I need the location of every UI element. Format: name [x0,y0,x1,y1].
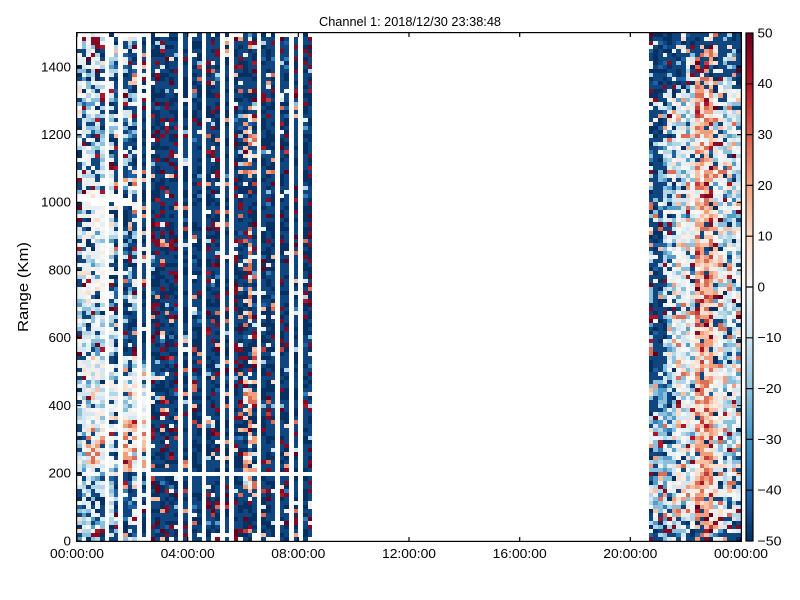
svg-text:00:00:00: 00:00:00 [714,546,768,561]
svg-text:1200: 1200 [41,127,71,142]
svg-text:40: 40 [758,76,773,91]
svg-text:−30: −30 [758,432,782,447]
svg-text:200: 200 [49,466,72,481]
svg-text:20:00:00: 20:00:00 [603,546,657,561]
svg-text:600: 600 [49,330,72,345]
svg-text:1400: 1400 [41,59,71,74]
svg-text:0: 0 [64,533,72,548]
svg-text:00:00:00: 00:00:00 [50,546,104,561]
svg-text:400: 400 [49,398,72,413]
svg-text:08:00:00: 08:00:00 [271,546,325,561]
svg-text:30: 30 [758,127,773,142]
svg-text:1000: 1000 [41,195,71,210]
svg-text:Channel 1: 2018/12/30 23:38:48: Channel 1: 2018/12/30 23:38:48 [319,14,501,29]
svg-text:Range (Km): Range (Km) [16,242,32,332]
svg-text:−40: −40 [758,483,782,498]
svg-text:04:00:00: 04:00:00 [161,546,215,561]
svg-text:10: 10 [758,229,773,244]
svg-text:0: 0 [758,279,766,294]
svg-text:−10: −10 [758,330,782,345]
svg-text:12:00:00: 12:00:00 [382,546,436,561]
svg-text:16:00:00: 16:00:00 [493,546,547,561]
svg-text:800: 800 [49,263,72,278]
svg-text:20: 20 [758,178,773,193]
svg-text:−50: −50 [758,533,782,548]
svg-text:−20: −20 [758,381,782,396]
svg-text:50: 50 [758,25,773,40]
